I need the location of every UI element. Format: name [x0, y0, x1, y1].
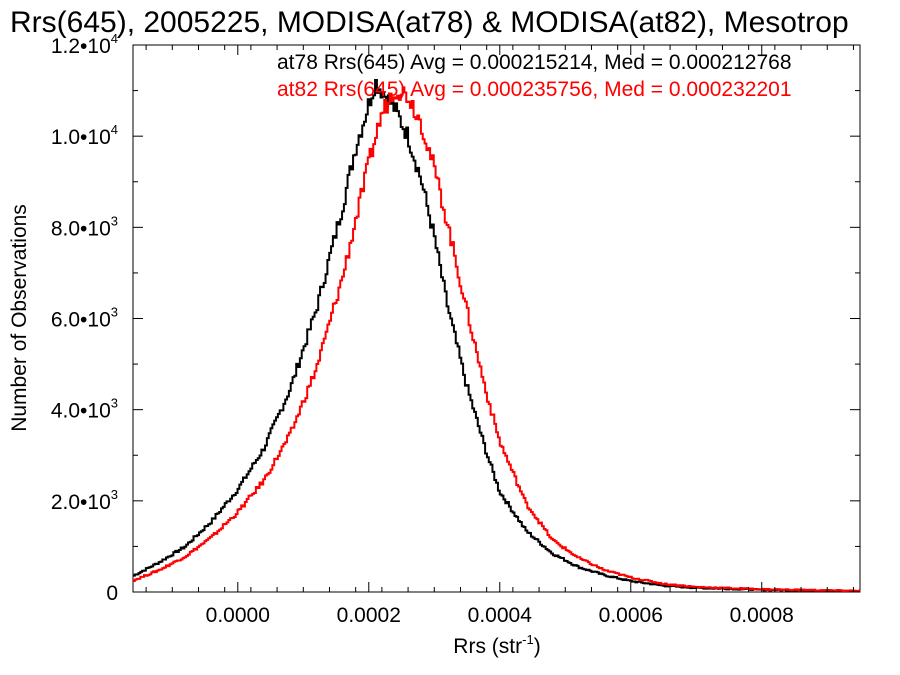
y-tick-label: 1.0•104: [51, 122, 118, 149]
y-axis-label: Number of Observations: [8, 204, 31, 432]
x-axis-ticks: 0.0000 0.0002 0.0004 0.0006 0.0008: [145, 45, 854, 627]
y-tick-label: 0: [106, 582, 118, 605]
y-tick-label: 6.0•103: [51, 305, 118, 332]
series-line-1: [133, 86, 861, 593]
y-tick-label: 2.0•103: [51, 487, 118, 514]
y-tick-label: 1.2•104: [51, 31, 118, 58]
x-tick-label: 0.0002: [337, 604, 401, 627]
y-axis-ticks: 0 2.0•103 4.0•103 6.0•103 8.0•103 1.0•104 1.2•…: [51, 31, 860, 605]
annotation-at82: at82 Rrs(645) Avg = 0.000235756, Med = 0…: [277, 78, 792, 101]
x-axis-label: Rrs (str-1): [453, 632, 540, 658]
data-series-group: [133, 78, 861, 593]
chart-title: Rrs(645), 2005225, MODISA(at78) & MODISA…: [10, 6, 849, 39]
x-tick-label: 0.0004: [468, 604, 533, 627]
x-tick-label: 0.0008: [730, 604, 794, 627]
y-tick-label: 8.0•103: [51, 213, 118, 240]
series-line-0: [133, 78, 861, 593]
y-tick-label: 4.0•103: [51, 396, 118, 423]
x-tick-label: 0.0000: [206, 604, 270, 627]
annotation-at78: at78 Rrs(645) Avg = 0.000215214, Med = 0…: [277, 51, 792, 74]
x-tick-label: 0.0006: [599, 604, 663, 627]
